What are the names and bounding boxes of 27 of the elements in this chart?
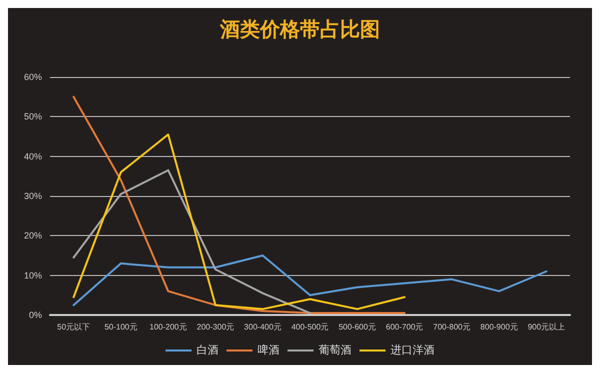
x-tick-label: 50-100元 xyxy=(104,322,138,332)
y-tick-label: 20% xyxy=(24,230,42,241)
x-tick-label: 800-900元 xyxy=(480,322,518,332)
line-series xyxy=(72,169,311,314)
x-tick-label: 900元以上 xyxy=(528,322,566,332)
legend-label: 啤酒 xyxy=(258,344,280,356)
x-tick-label: 700-800元 xyxy=(433,322,470,332)
x-tick-label: 100-200元 xyxy=(150,322,187,332)
x-tick-label: 50元以下 xyxy=(57,322,90,332)
x-tick-label: 500-600元 xyxy=(338,322,376,332)
y-tick-label: 60% xyxy=(24,72,42,82)
x-tick-label: 600-700元 xyxy=(386,322,424,332)
chart-title: 酒类价格带占比图 xyxy=(219,17,380,41)
x-tick-label: 300-400元 xyxy=(244,322,282,332)
legend-label: 白酒 xyxy=(196,344,218,356)
y-tick-label: 10% xyxy=(24,270,42,280)
y-tick-label: 0% xyxy=(28,310,42,320)
x-tick-label: 200-300元 xyxy=(196,322,234,332)
line-series xyxy=(72,254,548,306)
y-tick-label: 50% xyxy=(24,112,42,122)
y-tick-label: 30% xyxy=(24,191,42,201)
x-tick-label: 400-500元 xyxy=(291,322,329,332)
y-tick-label: 40% xyxy=(24,151,42,162)
legend-label: 葡萄酒 xyxy=(318,344,352,356)
line-series xyxy=(72,96,406,314)
legend-label: 进口洋酒 xyxy=(390,344,434,356)
line-series xyxy=(72,134,406,310)
